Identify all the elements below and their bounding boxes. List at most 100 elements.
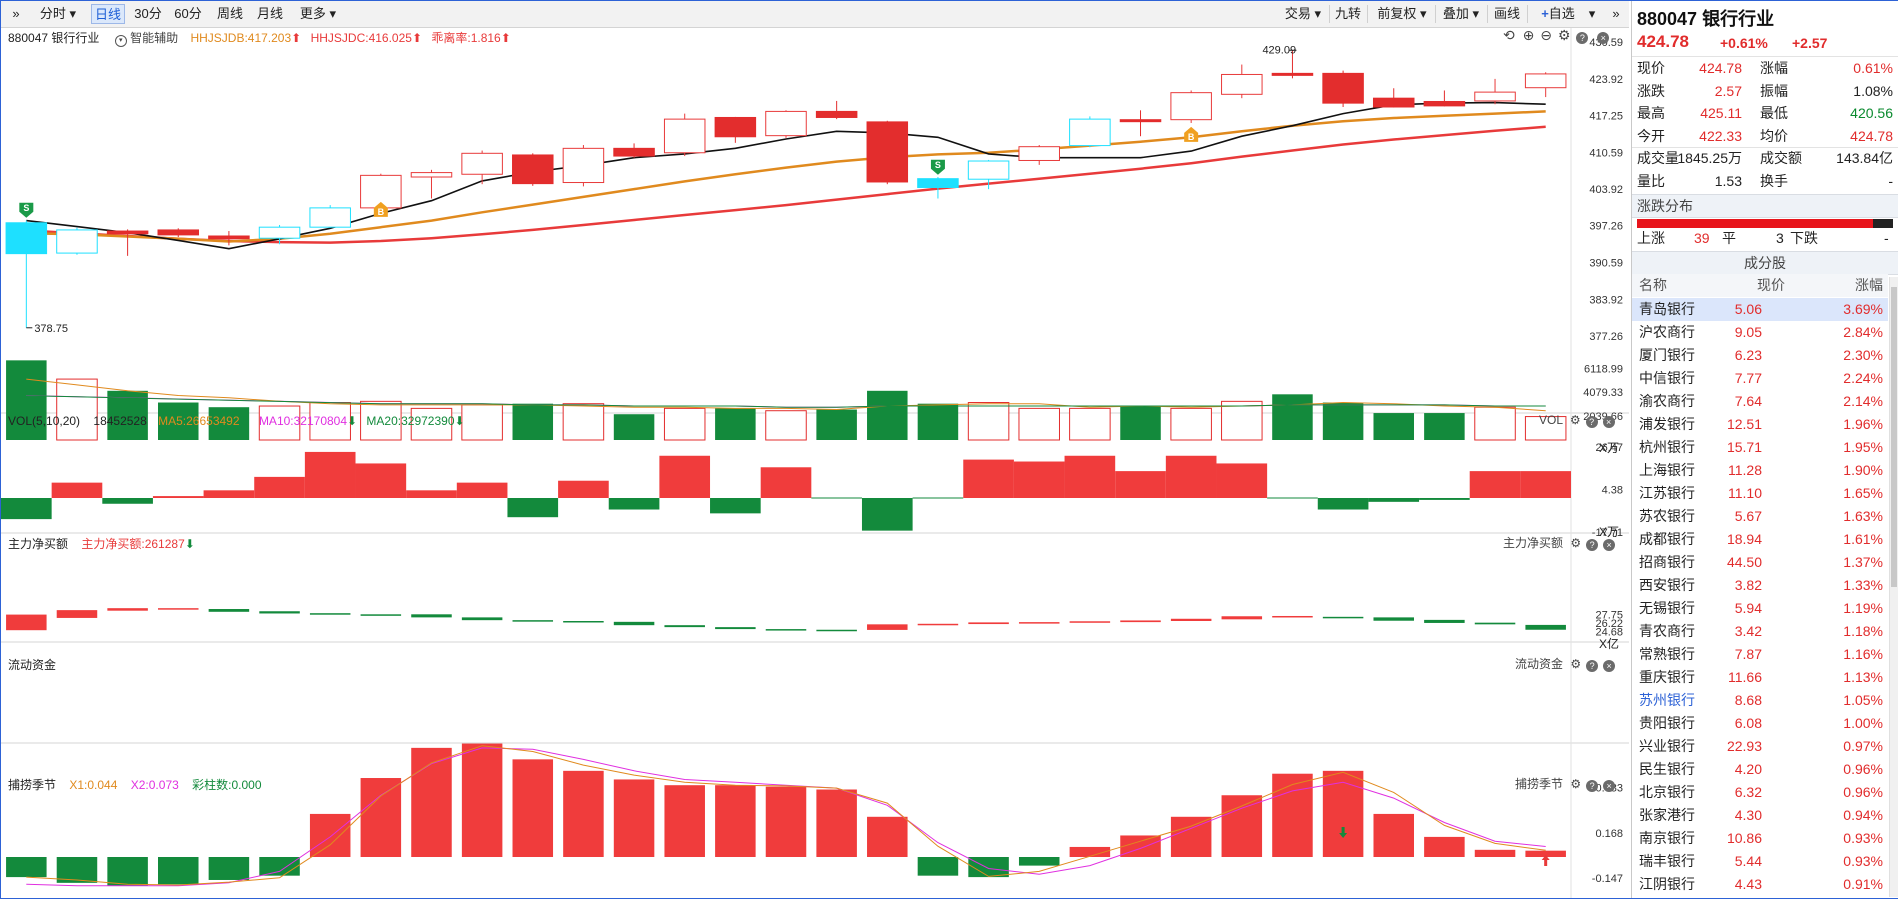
stock-name[interactable]: 成都银行 <box>1639 531 1695 547</box>
component-row[interactable]: 上海银行 11.28 1.90% <box>1632 459 1888 482</box>
zoom-out-icon[interactable]: ⊖ <box>1540 27 1552 43</box>
component-row[interactable]: 中信银行 7.77 2.24% <box>1632 367 1888 390</box>
help-icon[interactable]: ? <box>1586 660 1599 672</box>
stock-name[interactable]: 青岛银行 <box>1639 301 1695 317</box>
help-icon[interactable]: ? <box>1576 32 1589 44</box>
tab-daily[interactable]: 日线 <box>91 4 125 24</box>
money-bar <box>1469 471 1521 498</box>
zoom-in-icon[interactable]: ⊕ <box>1522 27 1535 43</box>
settings-icon[interactable]: ⚙ <box>1570 657 1582 671</box>
components-scrollbar[interactable] <box>1889 277 1898 897</box>
scrollbar-thumb[interactable] <box>1891 287 1897 587</box>
stock-name[interactable]: 浦发银行 <box>1639 416 1695 432</box>
close-icon[interactable]: × <box>1603 539 1616 551</box>
component-row[interactable]: 杭州银行 15.71 1.95% <box>1632 436 1888 459</box>
collapse-left-icon[interactable]: » <box>12 6 20 21</box>
component-row[interactable]: 青农商行 3.42 1.18% <box>1632 620 1888 643</box>
component-row[interactable]: 瑞丰银行 5.44 0.93% <box>1632 850 1888 873</box>
stock-name[interactable]: 贵阳银行 <box>1639 715 1695 731</box>
adjust-menu[interactable]: 前复权 ▾ <box>1377 6 1427 21</box>
stock-name[interactable]: 沪农商行 <box>1639 324 1695 340</box>
component-row[interactable]: 民生银行 4.20 0.96% <box>1632 758 1888 781</box>
stock-name[interactable]: 西安银行 <box>1639 577 1695 593</box>
component-row[interactable]: 招商银行 44.50 1.37% <box>1632 551 1888 574</box>
tab-more[interactable]: 更多 ▾ <box>299 6 337 21</box>
component-row[interactable]: 沪农商行 9.05 2.84% <box>1632 321 1888 344</box>
component-row[interactable]: 常熟银行 7.87 1.16% <box>1632 643 1888 666</box>
stock-name[interactable]: 重庆银行 <box>1639 669 1695 685</box>
trade-menu[interactable]: 交易 ▾ <box>1284 6 1322 21</box>
stock-name[interactable]: 瑞丰银行 <box>1639 853 1695 869</box>
help-icon[interactable]: ? <box>1586 780 1599 792</box>
help-icon[interactable]: ? <box>1585 416 1598 428</box>
chart-area[interactable]: 430.59423.92417.25410.59403.92397.26390.… <box>1 27 1629 898</box>
stock-name[interactable]: 招商银行 <box>1639 554 1695 570</box>
stock-name[interactable]: 中信银行 <box>1639 370 1695 386</box>
settings-icon[interactable]: ⚙ <box>1557 27 1571 43</box>
settings-icon[interactable]: ⚙ <box>1569 413 1581 427</box>
component-row[interactable]: 北京银行 6.32 0.96% <box>1632 781 1888 804</box>
watchlist-dropdown-icon[interactable]: ▾ <box>1588 6 1596 21</box>
assist-toggle[interactable]: ▾ 智能辅助 <box>114 31 178 47</box>
stock-name[interactable]: 张家港行 <box>1639 807 1695 823</box>
stock-name[interactable]: 厦门银行 <box>1639 347 1695 363</box>
stock-name[interactable]: 无锡银行 <box>1639 600 1695 616</box>
component-row[interactable]: 江阴银行 4.43 0.91% <box>1632 873 1888 896</box>
season-bar <box>512 759 554 857</box>
component-row[interactable]: 青岛银行 5.06 3.69% <box>1632 298 1888 321</box>
component-row[interactable]: 江苏银行 11.10 1.65% <box>1632 482 1888 505</box>
component-row[interactable]: 西安银行 3.82 1.33% <box>1632 574 1888 597</box>
component-row[interactable]: 无锡银行 5.94 1.19% <box>1632 597 1888 620</box>
col-change-header[interactable]: 涨幅 <box>1855 277 1883 293</box>
stock-name[interactable]: 青农商行 <box>1639 623 1695 639</box>
component-row[interactable]: 苏州银行 8.68 1.05% <box>1632 689 1888 712</box>
stock-name[interactable]: 北京银行 <box>1639 784 1695 800</box>
stock-name[interactable]: 常熟银行 <box>1639 646 1695 662</box>
stock-name[interactable]: 苏农银行 <box>1639 508 1695 524</box>
tab-60min[interactable]: 60分 <box>174 6 202 21</box>
close-icon[interactable]: × <box>1597 32 1610 44</box>
overlay-menu[interactable]: 叠加 ▾ <box>1442 6 1480 21</box>
close-icon[interactable]: × <box>1603 660 1616 672</box>
stock-name[interactable]: 民生银行 <box>1639 761 1695 777</box>
flow-name: 流动资金 <box>1515 657 1564 671</box>
stock-name[interactable]: 江苏银行 <box>1639 485 1695 501</box>
draw-line-button[interactable]: 画线 <box>1493 6 1520 21</box>
stock-name[interactable]: 兴业银行 <box>1639 738 1695 754</box>
col-price-header[interactable]: 现价 <box>1757 277 1785 293</box>
component-row[interactable]: 厦门银行 6.23 2.30% <box>1632 344 1888 367</box>
help-icon[interactable]: ? <box>1586 539 1599 551</box>
stock-name[interactable]: 渝农商行 <box>1639 393 1695 409</box>
stock-price: 22.93 <box>1726 738 1762 754</box>
nine-turn-button[interactable]: 九转 <box>1334 6 1361 21</box>
component-row[interactable]: 贵阳银行 6.08 1.00% <box>1632 712 1888 735</box>
tab-30min[interactable]: 30分 <box>134 6 162 21</box>
stock-name[interactable]: 江阴银行 <box>1639 876 1695 892</box>
kline-chart-svg[interactable]: 430.59423.92417.25410.59403.92397.26390.… <box>1 28 1629 898</box>
tab-monthly[interactable]: 月线 <box>256 6 283 21</box>
tab-intraday[interactable]: 分时 ▾ <box>39 6 77 21</box>
component-row[interactable]: 浦发银行 12.51 1.96% <box>1632 413 1888 436</box>
stock-name[interactable]: 南京银行 <box>1639 830 1695 846</box>
close-icon[interactable]: × <box>1603 780 1616 792</box>
component-row[interactable]: 兴业银行 22.93 0.97% <box>1632 735 1888 758</box>
component-row[interactable]: 重庆银行 11.66 1.13% <box>1632 666 1888 689</box>
close-icon[interactable]: × <box>1602 416 1615 428</box>
settings-icon[interactable]: ⚙ <box>1570 536 1582 550</box>
component-row[interactable]: 成都银行 18.94 1.61% <box>1632 528 1888 551</box>
component-row[interactable]: 张家港行 4.30 0.94% <box>1632 804 1888 827</box>
stock-name[interactable]: 苏州银行 <box>1639 692 1695 708</box>
settings-icon[interactable]: ⚙ <box>1570 777 1582 791</box>
stock-price: 7.64 <box>1734 393 1762 409</box>
col-name-header[interactable]: 名称 <box>1639 277 1667 293</box>
stock-name[interactable]: 上海银行 <box>1639 462 1695 478</box>
stock-name[interactable]: 杭州银行 <box>1639 439 1695 455</box>
tab-weekly[interactable]: 周线 <box>216 6 243 21</box>
component-row[interactable]: 南京银行 10.86 0.93% <box>1632 827 1888 850</box>
component-row[interactable]: 渝农商行 7.64 2.14% <box>1632 390 1888 413</box>
collapse-right-icon[interactable]: » <box>1612 6 1620 21</box>
refresh-icon[interactable]: ⟲ <box>1503 27 1515 43</box>
component-row[interactable]: 苏农银行 5.67 1.63% <box>1632 505 1888 528</box>
flow-axis-label: 26.22 <box>1595 618 1623 630</box>
add-watchlist-button[interactable]: +自选 <box>1531 4 1585 24</box>
